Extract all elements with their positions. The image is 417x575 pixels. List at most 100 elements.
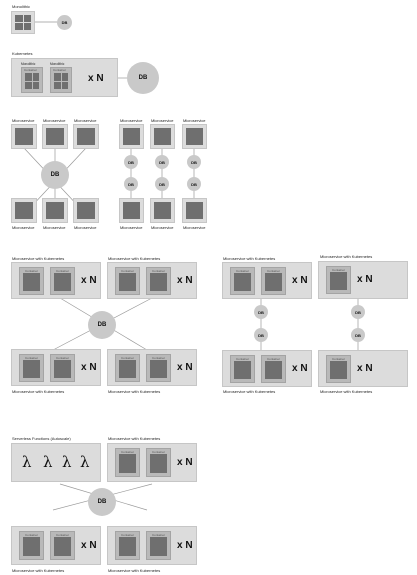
ms-shared-db: DB <box>41 161 69 189</box>
kubernetes-title: Kubernetes <box>12 51 33 56</box>
container-label: Container <box>152 269 166 273</box>
serverless-c2-container-1: Container <box>19 531 44 560</box>
ms-own-node-5 <box>150 198 175 223</box>
monolithic-db: DB <box>57 15 72 30</box>
container-label: Container <box>121 533 135 537</box>
lambda-icon-3: λ <box>62 453 72 471</box>
serverless-c3-container-1: Container <box>115 531 140 560</box>
k8s-own-label-3: Microservice with Kubernetes <box>223 389 276 394</box>
k8s-shared-c4-container-2: Container <box>146 354 171 382</box>
ms-shared-node-5 <box>42 198 68 223</box>
container-label: Container <box>332 268 346 272</box>
ms-own-db-3a: DB <box>187 155 201 169</box>
monolithic-app-icon <box>15 15 31 30</box>
ms-own-node-4 <box>119 198 144 223</box>
k8s-own-cluster-4: Container x N <box>318 350 408 387</box>
k8s-own-db-2b: DB <box>351 328 365 342</box>
container-label: Container <box>332 357 346 361</box>
k8s-own-label-1: Microservice with Kubernetes <box>223 256 276 261</box>
ms-shared-node-6 <box>73 198 99 223</box>
k8s-own-c4-container-1: Container <box>326 355 351 383</box>
monolith-sublabel-1: Container <box>24 68 38 72</box>
serverless-title: Serverless Functions (Autoscale) <box>12 436 71 441</box>
k8s-shared-c2-container-2: Container <box>146 267 171 295</box>
ms-shared-node-2 <box>42 124 68 149</box>
monolithic-container-1 <box>21 67 43 93</box>
k8s-shared-c1-container-2: Container <box>50 267 75 295</box>
kubernetes-db: DB <box>127 62 159 94</box>
k8s-own-c2-container-1: Container <box>326 266 351 294</box>
k8s-own-c3-container-2: Container <box>261 355 286 383</box>
k8s-own-cluster-1: Container Container x N <box>222 262 312 299</box>
k8s-shared-db: DB <box>88 311 116 339</box>
lambda-icon-2: λ <box>43 453 53 471</box>
k8s-own-multiplier-4: x N <box>357 363 373 374</box>
ms-shared-label-2: Microservice <box>43 118 66 123</box>
ms-shared-label-6: Microservice <box>74 225 97 230</box>
monolithic-title: Monolithic <box>12 4 31 9</box>
ms-shared-node-4 <box>11 198 37 223</box>
ms-shared-label-1: Microservice <box>12 118 35 123</box>
k8s-own-cluster-2: Container x N <box>318 261 408 299</box>
k8s-shared-label-3: Microservice with Kubernetes <box>12 389 65 394</box>
serverless-k8s-label-3: Microservice with Kubernetes <box>108 568 161 573</box>
k8s-shared-label-4: Microservice with Kubernetes <box>108 389 161 394</box>
k8s-shared-cluster-2: Container Container x N <box>107 262 197 299</box>
ms-own-node-3 <box>182 124 207 149</box>
monolithic-container-2-icon <box>54 73 68 89</box>
k8s-shared-c1-container-1: Container <box>19 267 44 295</box>
lambda-icon-1: λ <box>22 453 32 471</box>
kubernetes-multiplier: x N <box>88 73 104 84</box>
ms-own-label-5: Microservice <box>151 225 174 230</box>
monolith-label-1: Monolithic <box>21 62 36 66</box>
ms-own-db-1b: DB <box>124 177 138 191</box>
k8s-shared-multiplier-1: x N <box>81 275 97 286</box>
monolith-label-2: Monolithic <box>50 62 65 66</box>
k8s-own-label-2: Microservice with Kubernetes <box>320 254 373 259</box>
monolithic-container-1-icon <box>25 73 39 89</box>
container-label: Container <box>56 533 70 537</box>
serverless-k8s-label-2: Microservice with Kubernetes <box>12 568 65 573</box>
container-label: Container <box>152 356 166 360</box>
k8s-shared-c4-container-1: Container <box>115 354 140 382</box>
k8s-own-c3-container-1: Container <box>230 355 255 383</box>
k8s-own-db-2a: DB <box>351 305 365 319</box>
k8s-shared-multiplier-4: x N <box>177 362 193 373</box>
serverless-functions-box: λ λ λ λ <box>11 443 101 482</box>
serverless-c1-container-1: Container <box>115 448 140 477</box>
k8s-shared-c3-container-2: Container <box>50 354 75 382</box>
ms-shared-node-1 <box>11 124 37 149</box>
ms-own-node-1 <box>119 124 144 149</box>
container-label: Container <box>236 357 250 361</box>
container-label: Container <box>152 450 166 454</box>
serverless-multiplier-1: x N <box>177 457 193 468</box>
container-label: Container <box>56 356 70 360</box>
k8s-shared-c2-container-1: Container <box>115 267 140 295</box>
serverless-k8s-label-1: Microservice with Kubernetes <box>108 436 161 441</box>
ms-own-db-2a: DB <box>155 155 169 169</box>
container-label: Container <box>121 269 135 273</box>
container-label: Container <box>25 533 39 537</box>
kubernetes-cluster: Monolithic Container Monolithic Containe… <box>11 58 118 97</box>
ms-own-label-4: Microservice <box>120 225 143 230</box>
container-label: Container <box>121 356 135 360</box>
k8s-shared-cluster-3: Container Container x N <box>11 349 101 386</box>
k8s-own-db-1b: DB <box>254 328 268 342</box>
container-label: Container <box>267 269 281 273</box>
k8s-own-cluster-3: Container Container x N <box>222 350 312 387</box>
k8s-shared-c3-container-1: Container <box>19 354 44 382</box>
k8s-own-c1-container-2: Container <box>261 267 286 295</box>
serverless-c3-container-2: Container <box>146 531 171 560</box>
container-label: Container <box>236 269 250 273</box>
ms-own-db-1a: DB <box>124 155 138 169</box>
serverless-c1-container-2: Container <box>146 448 171 477</box>
k8s-shared-multiplier-2: x N <box>177 275 193 286</box>
container-label: Container <box>56 269 70 273</box>
ms-shared-label-3: Microservice <box>74 118 97 123</box>
serverless-multiplier-3: x N <box>177 540 193 551</box>
k8s-shared-multiplier-3: x N <box>81 362 97 373</box>
serverless-c2-container-2: Container <box>50 531 75 560</box>
serverless-k8s-cluster-3: Container Container x N <box>107 526 197 565</box>
k8s-own-label-4: Microservice with Kubernetes <box>320 389 373 394</box>
k8s-own-multiplier-2: x N <box>357 274 373 285</box>
